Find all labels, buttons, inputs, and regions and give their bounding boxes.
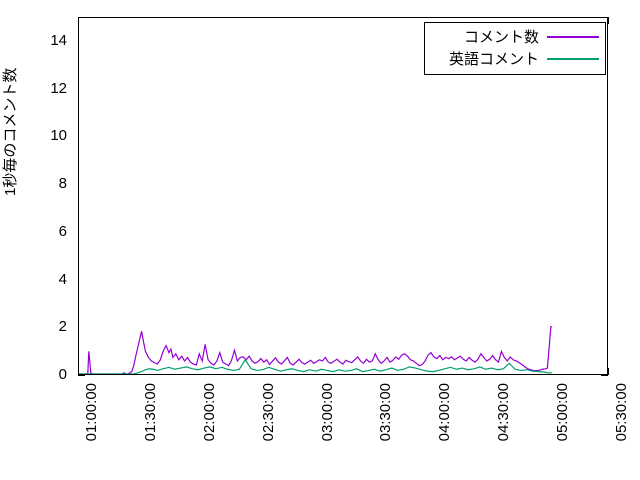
legend-item-english-comment: 英語コメント xyxy=(431,48,599,70)
series-line-comment-count xyxy=(79,325,552,374)
y-tick-label-4: 4 xyxy=(58,270,67,288)
x-tick-label-3: 02:30:00 xyxy=(259,383,277,442)
x-tick-label-4: 03:00:00 xyxy=(318,383,336,442)
series-line-english-comment xyxy=(79,358,552,374)
legend: コメント数 英語コメント xyxy=(424,22,606,75)
x-tick-label-7: 04:30:00 xyxy=(495,383,513,442)
legend-label-english-comment: 英語コメント xyxy=(448,50,539,68)
y-tick-label-14: 14 xyxy=(50,31,67,49)
plot-area xyxy=(78,17,608,375)
y-tick-label-0: 0 xyxy=(58,366,67,383)
x-tick-label-9: 05:30:00 xyxy=(613,383,630,442)
x-tick-mark-top-9 xyxy=(608,17,609,24)
legend-label-comment-count: コメント数 xyxy=(463,28,539,46)
legend-swatch-english-comment xyxy=(547,58,599,60)
y-tick-label-10: 10 xyxy=(50,127,67,145)
x-tick-label-2: 02:00:00 xyxy=(200,383,218,442)
x-tick-label-1: 01:30:00 xyxy=(141,383,159,442)
y-tick-mark-right-0 xyxy=(601,375,608,376)
x-tick-label-8: 05:00:00 xyxy=(554,383,572,442)
y-tick-label-12: 12 xyxy=(50,79,67,97)
y-tick-mark-0 xyxy=(78,375,85,376)
x-tick-label-6: 04:00:00 xyxy=(436,383,454,442)
y-tick-label-6: 6 xyxy=(58,222,67,240)
x-tick-label-5: 03:30:00 xyxy=(377,383,395,442)
legend-swatch-comment-count xyxy=(547,36,599,38)
x-tick-mark-9 xyxy=(608,368,609,375)
legend-item-comment-count: コメント数 xyxy=(431,26,599,48)
y-tick-label-2: 2 xyxy=(58,318,67,336)
x-tick-label-0: 01:00:00 xyxy=(83,383,100,442)
y-axis-title: 1秒毎のコメント数 xyxy=(2,67,19,196)
y-tick-label-8: 8 xyxy=(58,175,67,193)
series-canvas xyxy=(79,325,552,374)
